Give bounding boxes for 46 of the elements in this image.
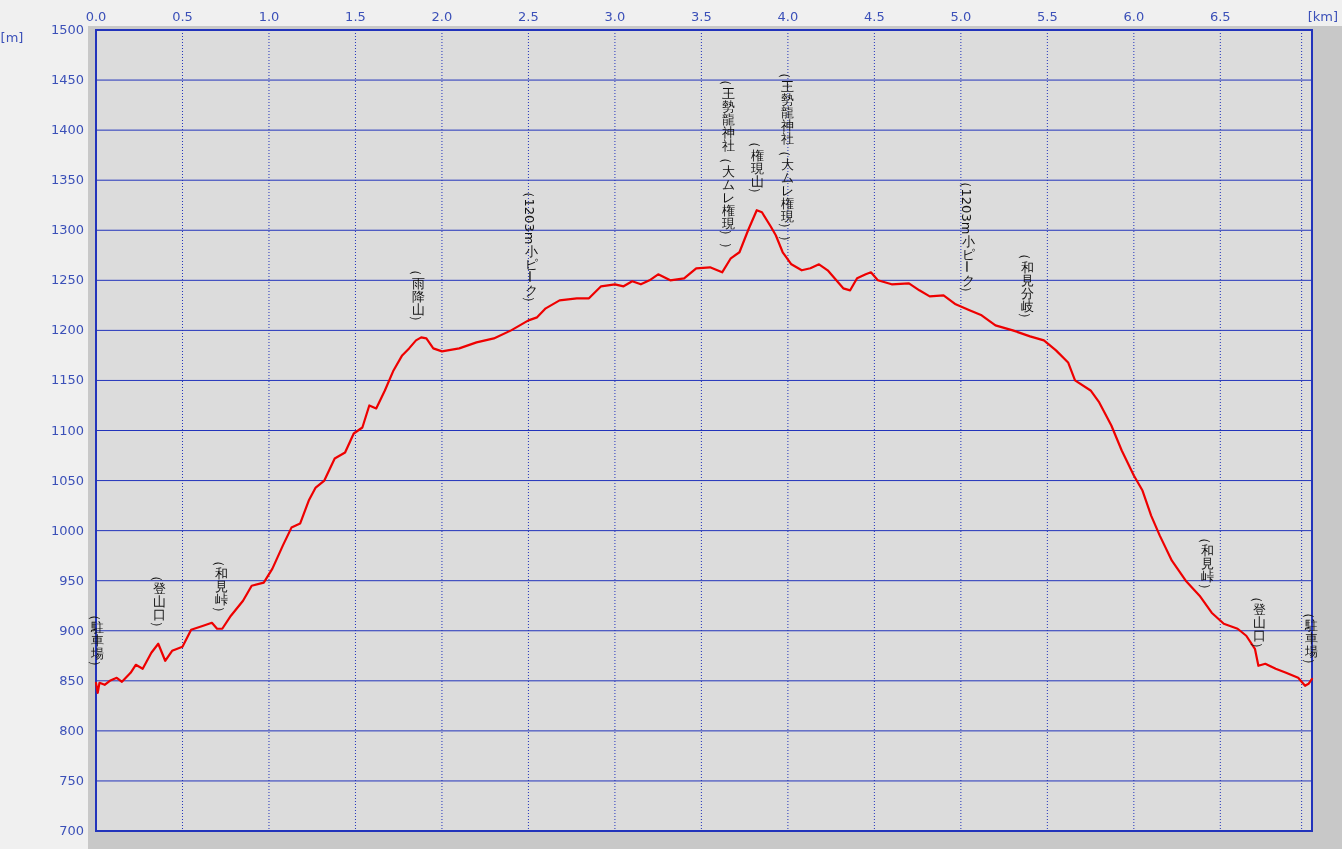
y-tick-label: 950 <box>59 572 84 588</box>
y-tick-label: 1350 <box>50 172 84 188</box>
annotation: （王勢龍神社（大ムレ権現）） <box>777 66 794 249</box>
annotation: （雨降山） <box>409 263 426 329</box>
x-tick-label: 6.0 <box>1123 9 1145 24</box>
x-tick-label: 1.0 <box>258 9 280 24</box>
annotation: （和見峠） <box>212 553 229 619</box>
x-tick-label: 0.5 <box>172 9 193 24</box>
x-tick-label: 4.5 <box>864 9 885 24</box>
x-tick-label: 0.0 <box>85 9 107 24</box>
y-tick-label: 750 <box>59 772 84 788</box>
y-tick-label: 1250 <box>50 272 84 288</box>
y-tick-label: 1400 <box>50 122 84 138</box>
annotation: （駐車場） <box>1301 605 1318 671</box>
y-tick-label: 1050 <box>50 472 84 488</box>
y-tick-label: 900 <box>59 622 84 638</box>
y-tick-label: 850 <box>59 672 84 688</box>
y-tick-label: 1450 <box>50 72 84 88</box>
x-tick-label: 2.5 <box>518 9 539 24</box>
annotation: （1203m小ピーク） <box>521 185 538 310</box>
y-tick-label: 1200 <box>50 322 84 338</box>
y-tick-label: 1100 <box>50 422 84 438</box>
y-tick-label: 1500 <box>50 22 84 37</box>
x-tick-label: 5.5 <box>1037 9 1058 24</box>
annotation: （登山口） <box>1249 589 1266 655</box>
x-tick-label: 3.5 <box>691 9 712 24</box>
x-tick-label: 5.0 <box>950 9 972 24</box>
x-tick-label: 6.5 <box>1209 9 1231 24</box>
annotation: （和見峠） <box>1198 530 1215 596</box>
y-tick-label: 1150 <box>50 372 84 388</box>
y-axis-title: [m] <box>0 30 24 45</box>
annotation: （和見分岐） <box>1018 247 1035 326</box>
annotation: （登山口） <box>149 568 166 634</box>
annotation: （1203m小ピーク） <box>959 175 976 300</box>
x-tick-label: 3.0 <box>604 9 626 24</box>
x-tick-label: 2.0 <box>431 9 453 24</box>
x-axis-title: [km] <box>1307 9 1338 24</box>
y-tick-label: 800 <box>59 722 84 738</box>
annotation: （権現山） <box>748 135 765 201</box>
y-tick-label: 700 <box>59 823 84 838</box>
y-tick-label: 1000 <box>50 522 84 538</box>
annotation: （駐車場） <box>87 607 104 673</box>
y-tick-label: 1300 <box>50 222 84 238</box>
x-tick-label: 1.5 <box>345 9 366 24</box>
annotation: （王勢龍神社（大ムレ権現）） <box>718 73 735 256</box>
x-tick-label: 4.0 <box>777 9 799 24</box>
